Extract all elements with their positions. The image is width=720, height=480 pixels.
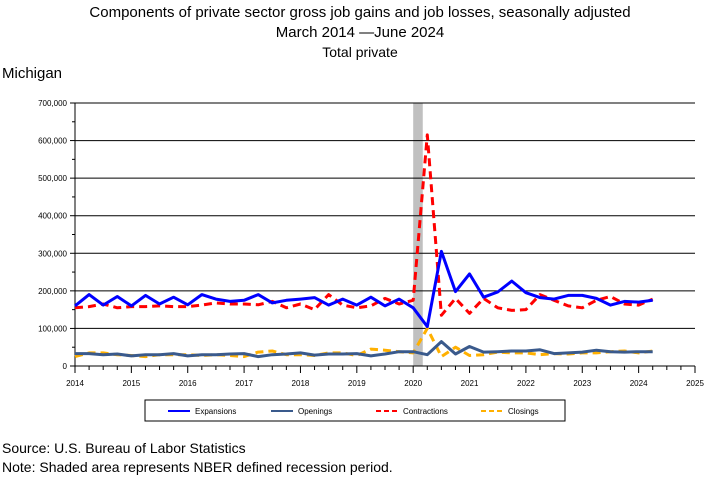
x-tick-label: 2019: [348, 379, 366, 388]
y-tick-label: 200,000: [38, 287, 67, 296]
x-tick-label: 2021: [461, 379, 479, 388]
y-tick-label: 500,000: [38, 174, 67, 183]
y-tick-label: 700,000: [38, 99, 67, 108]
y-tick-label: 300,000: [38, 249, 67, 258]
x-tick-label: 2016: [179, 379, 197, 388]
x-tick-label: 2022: [517, 379, 535, 388]
recession-note: Note: Shaded area represents NBER define…: [2, 459, 393, 475]
x-tick-label: 2018: [292, 379, 310, 388]
x-tick-label: 2025: [686, 379, 704, 388]
y-tick-label: 600,000: [38, 137, 67, 146]
chart-title: Components of private sector gross job g…: [89, 4, 631, 21]
y-tick-label: 100,000: [38, 324, 67, 333]
y-tick-label: 400,000: [38, 212, 67, 221]
legend-label-openings: Openings: [298, 407, 332, 416]
x-tick-label: 2023: [573, 379, 591, 388]
x-tick-label: 2017: [235, 379, 253, 388]
legend-box: [144, 399, 566, 422]
x-tick-label: 2014: [66, 379, 84, 388]
x-tick-label: 2020: [404, 379, 422, 388]
x-tick-label: 2015: [122, 379, 140, 388]
legend-label-closings: Closings: [508, 407, 539, 416]
source-note: Source: U.S. Bureau of Labor Statistics: [2, 440, 246, 456]
series-title: Total private: [322, 44, 398, 60]
y-tick-label: 0: [63, 362, 68, 371]
x-tick-label: 2024: [630, 379, 648, 388]
chart-subtitle: March 2014 —June 2024: [275, 24, 445, 41]
series-line-expansions: [74, 249, 653, 329]
series-line-contractions: [74, 133, 654, 317]
legend-label-expansions: Expansions: [195, 407, 236, 416]
legend-label-contractions: Contractions: [403, 407, 448, 416]
region-label: Michigan: [2, 65, 63, 82]
series-line-openings: [75, 340, 653, 359]
chart-svg: 0 100,000 200,000 300,000 400,000 500,000 600,…: [38, 99, 704, 422]
